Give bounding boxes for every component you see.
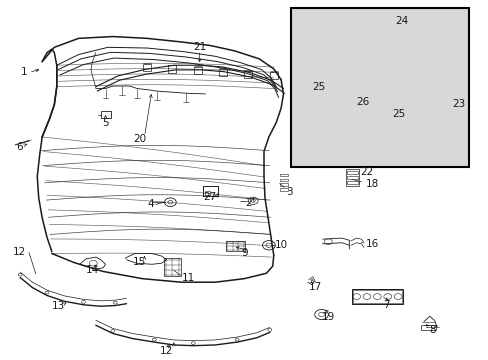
Text: 24: 24 [395, 16, 408, 26]
Text: 16: 16 [365, 239, 378, 249]
Text: 8: 8 [428, 325, 435, 335]
Text: 1: 1 [21, 67, 27, 77]
Text: 7: 7 [383, 300, 389, 310]
Bar [346, 171, 357, 174]
Bar [204, 191, 210, 195]
Text: 9: 9 [241, 248, 247, 258]
Bar [203, 186, 217, 196]
Bar [420, 325, 435, 330]
Bar [351, 289, 402, 304]
Text: 17: 17 [308, 282, 321, 292]
Text: 13: 13 [52, 301, 65, 311]
Bar [366, 21, 373, 35]
Bar [465, 78, 468, 116]
Text: 12: 12 [13, 247, 26, 257]
Text: 20: 20 [133, 134, 146, 144]
Text: 22: 22 [359, 167, 372, 177]
Text: 3: 3 [285, 187, 292, 197]
Text: 25: 25 [312, 82, 325, 92]
Text: 10: 10 [274, 239, 287, 249]
FancyBboxPatch shape [290, 8, 468, 167]
Bar [143, 64, 151, 71]
Bar [352, 290, 401, 303]
Text: 5: 5 [102, 118, 109, 128]
Text: 12: 12 [160, 346, 173, 356]
Bar [193, 67, 201, 74]
Text: 4: 4 [147, 199, 154, 210]
Bar [346, 181, 357, 184]
Bar [269, 72, 277, 79]
Text: 14: 14 [85, 265, 99, 275]
Bar [244, 71, 252, 78]
Bar [279, 174, 288, 176]
Bar [345, 169, 358, 186]
Bar [279, 179, 288, 181]
Text: 21: 21 [193, 42, 206, 51]
Bar [225, 241, 245, 251]
Bar [279, 184, 288, 186]
Text: 23: 23 [451, 99, 465, 109]
Text: 11: 11 [182, 273, 195, 283]
Text: 25: 25 [392, 109, 405, 120]
Bar [168, 66, 176, 73]
Bar [163, 258, 181, 276]
Text: 19: 19 [321, 312, 334, 322]
Text: 26: 26 [356, 97, 369, 107]
Bar [456, 81, 465, 112]
Text: 6: 6 [16, 142, 22, 152]
Text: 27: 27 [203, 192, 217, 202]
Bar [279, 188, 288, 191]
Text: 15: 15 [133, 257, 146, 267]
Bar [219, 69, 226, 76]
Text: 2: 2 [244, 198, 251, 208]
Text: 18: 18 [365, 179, 378, 189]
Bar [346, 176, 357, 179]
Bar [101, 111, 111, 118]
Bar [294, 49, 305, 69]
